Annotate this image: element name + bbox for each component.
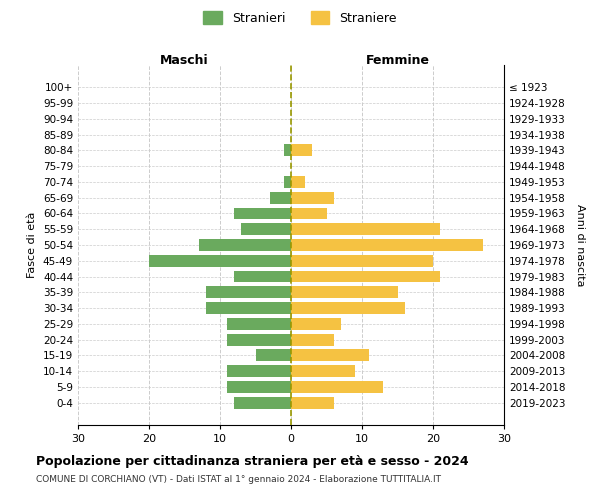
Bar (291, 286, 398, 298)
Bar (227, 318, 291, 330)
Bar (291, 255, 433, 266)
Bar (227, 366, 291, 377)
Bar (291, 381, 383, 393)
Bar (256, 350, 291, 362)
Bar (291, 334, 334, 345)
Bar (291, 208, 326, 220)
Bar (291, 270, 440, 282)
Bar (291, 366, 355, 377)
Bar (291, 144, 313, 156)
Y-axis label: Anni di nascita: Anni di nascita (575, 204, 585, 286)
Bar (241, 224, 291, 235)
Bar (234, 270, 291, 282)
Bar (234, 397, 291, 408)
Bar (149, 255, 291, 266)
Bar (291, 350, 369, 362)
Bar (284, 144, 291, 156)
Bar (291, 176, 305, 188)
Bar (199, 239, 291, 251)
Legend: Stranieri, Straniere: Stranieri, Straniere (198, 6, 402, 30)
Bar (227, 334, 291, 345)
Bar (291, 302, 404, 314)
Bar (291, 192, 334, 203)
Text: COMUNE DI CORCHIANO (VT) - Dati ISTAT al 1° gennaio 2024 - Elaborazione TUTTITAL: COMUNE DI CORCHIANO (VT) - Dati ISTAT al… (36, 475, 441, 484)
Bar (291, 397, 334, 408)
Bar (234, 208, 291, 220)
Bar (291, 239, 482, 251)
Bar (227, 381, 291, 393)
Text: Maschi: Maschi (160, 54, 209, 67)
Bar (284, 176, 291, 188)
Bar (291, 318, 341, 330)
Text: Femmine: Femmine (365, 54, 430, 67)
Bar (270, 192, 291, 203)
Bar (206, 286, 291, 298)
Y-axis label: Fasce di età: Fasce di età (28, 212, 37, 278)
Bar (206, 302, 291, 314)
Bar (291, 224, 440, 235)
Text: Popolazione per cittadinanza straniera per età e sesso - 2024: Popolazione per cittadinanza straniera p… (36, 455, 469, 468)
